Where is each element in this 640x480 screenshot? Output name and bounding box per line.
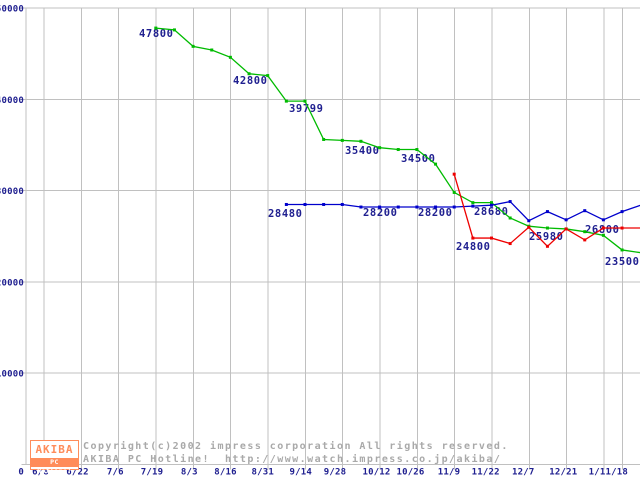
series-green-marker xyxy=(601,233,605,237)
x-tick-label: 12/7 xyxy=(512,468,534,478)
x-tick-label: 10/12 xyxy=(362,468,390,478)
x-tick-label: 8/31 xyxy=(252,468,274,478)
series-blue-marker xyxy=(620,210,624,214)
price-annotation: 47800 xyxy=(139,28,174,40)
y-tick-label: 10000 xyxy=(0,370,24,380)
price-annotation: 28200 xyxy=(418,207,453,219)
series-blue-marker xyxy=(284,202,288,206)
price-annotation: 28480 xyxy=(268,208,303,220)
series-blue-marker xyxy=(490,203,493,207)
x-tick-label: 10/26 xyxy=(396,468,424,478)
series-blue-marker xyxy=(452,205,456,209)
series-blue-marker xyxy=(340,202,344,206)
series-red-marker xyxy=(527,225,531,229)
y-tick-label: 40000 xyxy=(0,96,24,106)
series-blue-marker xyxy=(601,218,605,222)
series-blue-marker xyxy=(359,205,363,209)
series-green-marker xyxy=(247,72,251,76)
series-red-marker xyxy=(490,236,493,240)
series-green-marker xyxy=(508,216,512,220)
series-blue-marker xyxy=(545,210,549,214)
series-blue-marker xyxy=(527,219,531,223)
series-green-marker xyxy=(359,139,363,143)
price-annotation: 24800 xyxy=(456,241,491,253)
series-blue-marker xyxy=(471,204,475,208)
series-blue-marker xyxy=(508,200,512,204)
series-red-marker xyxy=(583,238,587,242)
copyright-text: Copyright(c)2002 impress corporation All… xyxy=(83,441,509,452)
series-green-marker xyxy=(303,99,307,103)
site-url-text: AKIBA PC Hotline! http://www.watch.impre… xyxy=(83,454,502,465)
series-red-marker xyxy=(545,244,549,248)
x-tick-label: 6/8 xyxy=(32,468,49,478)
series-blue-marker xyxy=(434,205,438,209)
y-tick-label: 0 xyxy=(18,468,24,478)
logo-subtitle-text: PC Hotline! xyxy=(31,458,78,475)
logo-title-text: AKIBA xyxy=(35,443,74,456)
series-blue-marker xyxy=(564,218,568,222)
series-green-marker xyxy=(284,99,288,103)
price-annotation: 42800 xyxy=(233,75,268,87)
akiba-pc-hotline-logo: AKIBA PC Hotline! xyxy=(30,440,79,475)
series-green-marker xyxy=(434,162,438,166)
series-blue-marker xyxy=(583,209,587,213)
series-green-marker xyxy=(266,74,270,78)
x-tick-label: 1/11/18 xyxy=(589,468,628,478)
x-tick-label: 9/28 xyxy=(324,468,346,478)
series-green-marker xyxy=(340,138,344,142)
y-tick-label: 50000 xyxy=(0,5,24,15)
series-green-marker xyxy=(191,44,195,48)
price-annotation: 35400 xyxy=(345,145,380,157)
x-tick-label: 8/3 xyxy=(181,468,198,478)
series-green-marker xyxy=(471,201,475,205)
y-tick-label: 20000 xyxy=(0,278,24,288)
x-tick-label: 11/9 xyxy=(438,468,460,478)
x-tick-label: 7/6 xyxy=(107,468,124,478)
series-red-marker xyxy=(564,227,568,231)
series-blue-marker xyxy=(322,202,326,206)
x-tick-label: 12/21 xyxy=(549,468,577,478)
series-green-marker xyxy=(620,248,624,252)
x-tick-label: 9/14 xyxy=(290,468,313,478)
x-tick-label: 6/22 xyxy=(66,468,88,478)
series-green-marker xyxy=(210,48,214,52)
series-blue-marker xyxy=(378,205,382,209)
x-tick-label: 11/22 xyxy=(472,468,500,478)
series-green-marker xyxy=(378,146,382,150)
series-green-marker xyxy=(154,26,158,30)
series-green-marker xyxy=(415,148,419,152)
series-green-marker xyxy=(322,137,326,141)
price-annotation: 28200 xyxy=(363,207,398,219)
series-green-marker xyxy=(228,55,232,59)
series-red-marker xyxy=(601,226,605,230)
series-green-marker xyxy=(583,230,587,234)
series-red-marker xyxy=(508,242,512,246)
series-green-marker xyxy=(396,148,400,152)
series-blue-marker xyxy=(415,205,419,209)
x-tick-label: 8/16 xyxy=(214,468,236,478)
y-tick-label: 30000 xyxy=(0,187,24,197)
series-red-marker xyxy=(471,236,475,240)
series-blue-marker xyxy=(396,205,400,209)
series-green-marker xyxy=(490,201,493,205)
series-green-marker xyxy=(545,226,549,230)
price-annotation: 39799 xyxy=(289,103,324,115)
price-annotation: 34500 xyxy=(401,153,436,165)
x-tick-label: 7/19 xyxy=(141,468,163,478)
series-green-marker xyxy=(172,28,176,32)
price-annotation: 23500 xyxy=(605,256,640,268)
series-red-marker xyxy=(452,172,456,176)
series-blue-marker xyxy=(303,202,307,206)
series-red-marker xyxy=(620,226,624,230)
series-green-marker xyxy=(452,190,456,194)
